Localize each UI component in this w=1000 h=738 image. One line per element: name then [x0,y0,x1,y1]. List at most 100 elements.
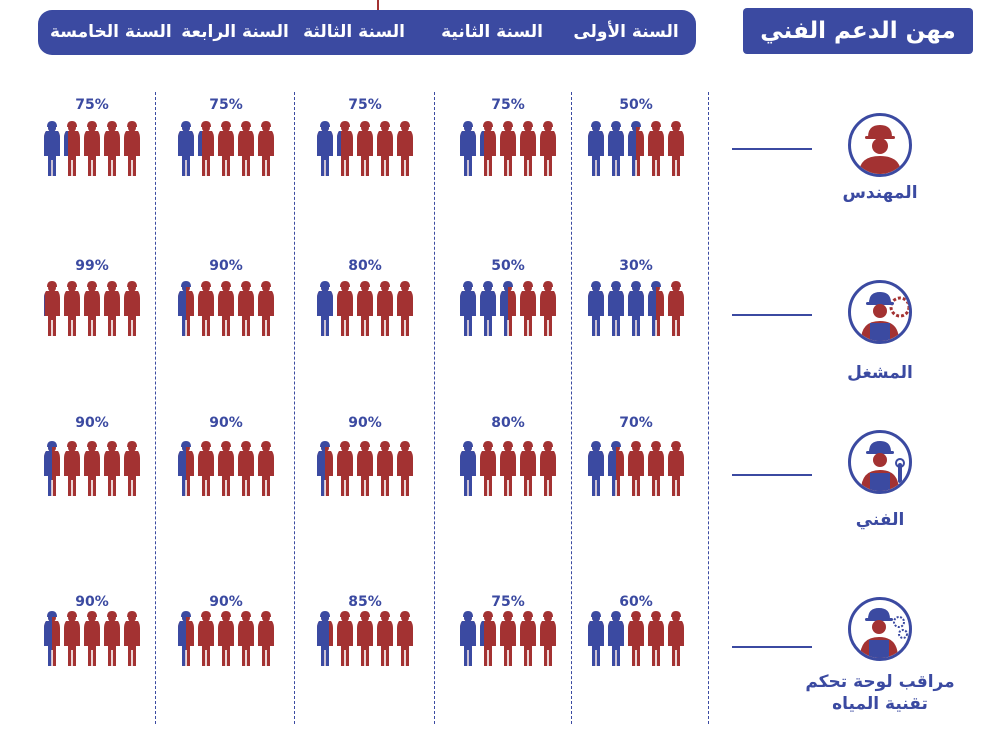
worker-figure [258,611,274,666]
worker-figure [520,281,536,336]
percent-label: 60% [619,594,653,610]
worker-figure [608,121,624,176]
worker-figure [337,281,353,336]
operator-icon [848,280,912,344]
column-divider [708,92,709,724]
percent-label: 90% [209,415,243,431]
worker-figure [540,121,556,176]
worker-figure [238,611,254,666]
worker-figure [124,611,140,666]
worker-figure [218,121,234,176]
worker-figure [608,281,624,336]
role-monitor-label-line1: مراقب لوحة تحكم [805,672,955,692]
worker-figure [588,441,604,496]
header-tick [377,0,379,10]
worker-figure [628,281,644,336]
role-monitor-label-line2: تقنية المياه [832,694,928,714]
worker-figure [377,611,393,666]
worker-figure [668,281,684,336]
worker-figure [64,281,80,336]
worker-figure [540,281,556,336]
worker-figure [668,441,684,496]
worker-figure [198,441,214,496]
worker-figure [500,281,516,336]
percent-label: 80% [348,258,382,274]
worker-figure [648,441,664,496]
worker-figure [44,441,60,496]
percent-label: 90% [75,594,109,610]
worker-figure [198,611,214,666]
worker-figure [357,441,373,496]
worker-figure [397,441,413,496]
worker-figure [480,441,496,496]
worker-figure [520,121,536,176]
worker-figure [64,121,80,176]
worker-figure [218,281,234,336]
worker-figure [357,121,373,176]
worker-figure [178,281,194,336]
percent-label: 90% [75,415,109,431]
worker-figure [628,121,644,176]
column-divider [434,92,435,724]
percent-label: 50% [619,97,653,113]
worker-figure [460,281,476,336]
worker-figure [317,611,333,666]
percent-label: 80% [491,415,525,431]
percent-label: 85% [348,594,382,610]
worker-figure [238,281,254,336]
worker-figure [84,281,100,336]
role-engineer-label: المهندس [842,183,918,203]
role-technician-label: الفني [855,510,905,530]
percent-label: 75% [75,97,109,113]
worker-figure [480,281,496,336]
column-divider [294,92,295,724]
worker-figure [64,441,80,496]
worker-figure [588,281,604,336]
connector-line [732,148,812,150]
year-5-label: السنة الخامسة [50,22,172,42]
worker-figure [668,611,684,666]
worker-figure [238,121,254,176]
worker-figure [258,121,274,176]
worker-figure [397,281,413,336]
years-header: السنة الأولى السنة الثانية السنة الثالثة… [38,10,696,55]
worker-figure [337,611,353,666]
worker-figure [500,441,516,496]
worker-figure [397,611,413,666]
worker-figure [317,441,333,496]
connector-line [732,646,812,648]
worker-figure [668,121,684,176]
percent-label: 75% [348,97,382,113]
worker-figure [44,281,60,336]
worker-figure [357,281,373,336]
worker-figure [124,281,140,336]
worker-figure [480,121,496,176]
worker-figure [317,281,333,336]
connector-line [732,474,812,476]
worker-figure [104,281,120,336]
worker-figure [460,441,476,496]
worker-figure [500,611,516,666]
percent-label: 90% [209,258,243,274]
worker-figure [397,121,413,176]
worker-figure [124,441,140,496]
engineer-icon [848,113,912,177]
year-3-label: السنة الثالثة [303,22,405,42]
percent-label: 50% [491,258,525,274]
year-1-label: السنة الأولى [573,22,679,42]
worker-figure [608,441,624,496]
worker-figure [178,441,194,496]
worker-figure [198,281,214,336]
percent-label: 75% [491,97,525,113]
worker-figure [198,121,214,176]
worker-figure [218,441,234,496]
percent-label: 75% [209,97,243,113]
worker-figure [460,611,476,666]
worker-figure [178,121,194,176]
worker-figure [588,121,604,176]
worker-figure [124,121,140,176]
worker-figure [104,441,120,496]
control-panel-monitor-icon [848,597,912,661]
worker-figure [84,441,100,496]
year-2-label: السنة الثانية [441,22,543,42]
